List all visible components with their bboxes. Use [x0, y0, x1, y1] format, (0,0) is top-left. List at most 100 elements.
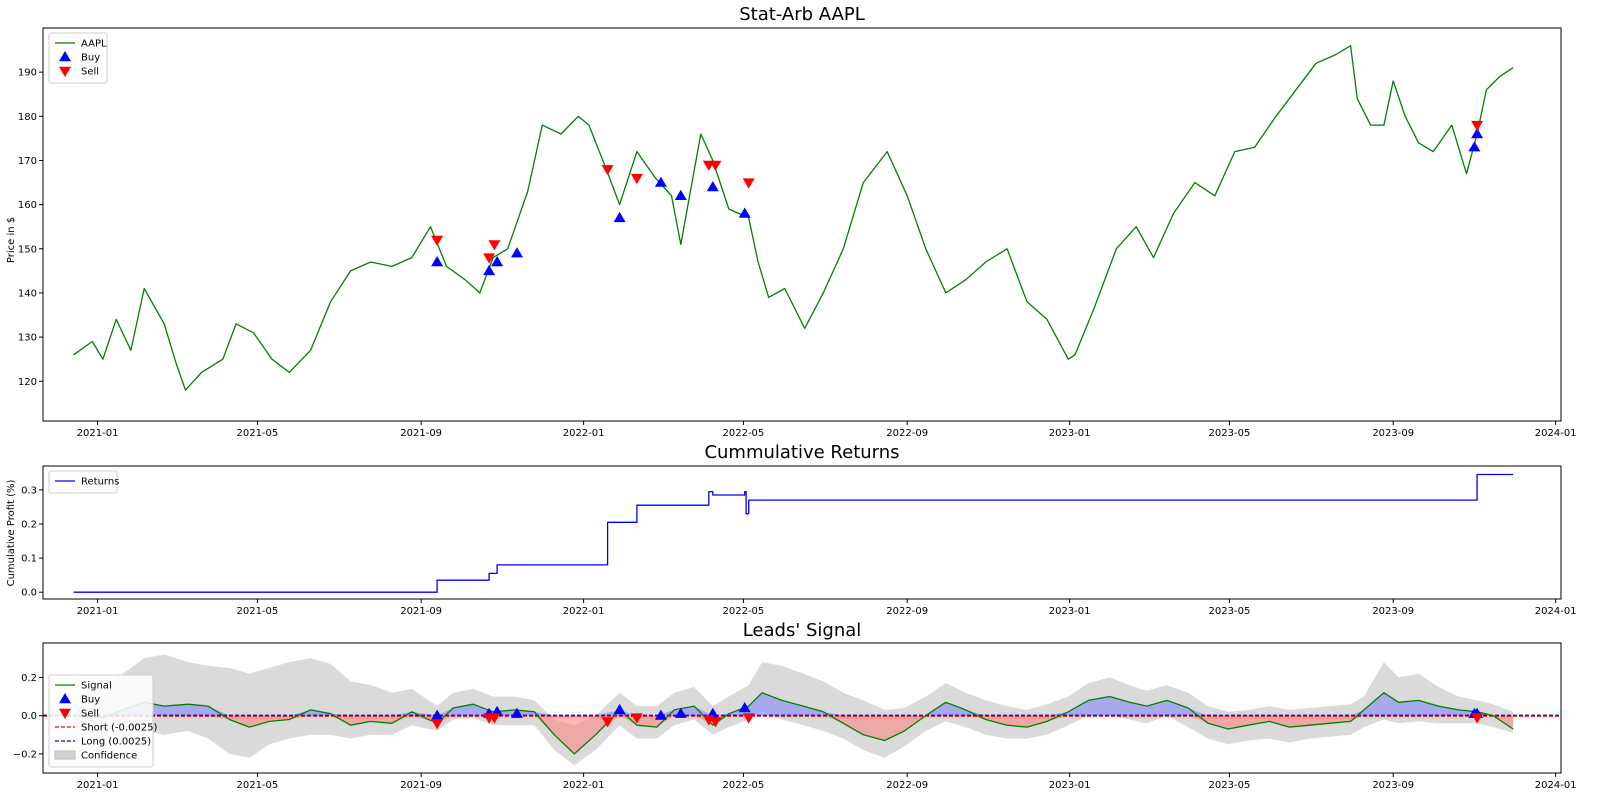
- y-tick-label: 150: [18, 244, 37, 255]
- price-legend: AAPL Buy Sell: [48, 32, 108, 84]
- y-tick-label: 140: [18, 288, 37, 299]
- x-tick-label: 2023-01: [1049, 780, 1091, 791]
- legend-box: [48, 674, 154, 768]
- x-tick-label: 2022-05: [723, 606, 765, 617]
- x-tick-label: 2021-01: [77, 780, 119, 791]
- legend-label: Long (0.0025): [81, 737, 151, 748]
- buy-marker: [1468, 141, 1481, 152]
- x-tick-label: 2023-09: [1372, 606, 1414, 617]
- y-tick-label: 0.1: [21, 554, 37, 565]
- y-tick-label: 0.3: [21, 485, 37, 496]
- sell-marker: [1471, 120, 1484, 132]
- x-tick-label: 2023-05: [1209, 780, 1251, 791]
- x-tick-label: 2022-05: [723, 780, 765, 791]
- sell-marker: [709, 160, 722, 171]
- signal-chart-title: Leads' Signal: [743, 620, 862, 641]
- sell-marker: [709, 717, 722, 728]
- x-tick-label: 2021-05: [236, 780, 278, 791]
- sell-marker: [601, 717, 614, 728]
- long-region-fill: [73, 692, 1514, 716]
- legend-label: Confidence: [81, 751, 137, 762]
- signal-axis-ticks: 2021-01 2021-05 2021-09 2022-01 2022-05 2022-…: [13, 673, 1577, 791]
- returns-series: [73, 473, 1514, 593]
- buy-marker: [431, 709, 444, 720]
- returns-y-axis-label-group: Cumulative Profit (%): [6, 479, 17, 586]
- buy-marker: [613, 211, 626, 223]
- legend-label: Sell: [81, 709, 99, 720]
- sell-marker: [630, 713, 643, 724]
- legend-marker-swatch: [59, 51, 71, 62]
- y-tick-label: 120: [18, 377, 37, 388]
- series-line-signal: [73, 692, 1514, 755]
- price-axis-ticks: 2021-01 2021-05 2021-09 2022-01 2022-05 2022-…: [18, 68, 1577, 439]
- price-y-axis-label: Price in $: [6, 217, 17, 263]
- buy-marker: [491, 256, 504, 267]
- legend-label: Returns: [81, 477, 119, 488]
- legend-label: Sell: [81, 67, 99, 78]
- legend-marker-swatch: [59, 66, 71, 77]
- y-tick-label: 130: [18, 333, 37, 344]
- sell-marker: [1471, 713, 1484, 724]
- returns-axis-ticks: 2021-01 2021-05 2021-09 2022-01 2022-05 2022-…: [21, 485, 1576, 617]
- x-tick-label: 2023-09: [1372, 428, 1414, 439]
- x-tick-label: 2022-01: [563, 780, 605, 791]
- sell-marker: [742, 178, 755, 189]
- x-tick-label: 2021-01: [77, 428, 119, 439]
- sell-marker: [483, 253, 496, 264]
- signal-legend: Signal Buy Sell Short (-0.0025) Long (0.0025…: [48, 674, 158, 768]
- x-tick-label: 2022-09: [886, 428, 928, 439]
- signal-series: [43, 654, 1561, 766]
- buy-marker: [674, 707, 687, 718]
- buy-marker: [511, 707, 523, 718]
- sell-marker: [630, 173, 643, 185]
- legend-label: Buy: [81, 53, 100, 64]
- sell-marker: [488, 240, 501, 251]
- buy-marker: [654, 709, 667, 720]
- series-line-returns: [73, 473, 1514, 593]
- legend-label: Short (-0.0025): [81, 723, 158, 734]
- x-tick-label: 2023-09: [1372, 780, 1414, 791]
- x-tick-label: 2022-01: [563, 428, 605, 439]
- y-tick-label: −0.2: [13, 749, 37, 760]
- legend-marker-swatch: [59, 708, 71, 719]
- sell-marker: [431, 719, 444, 730]
- returns-legend: Returns: [48, 470, 119, 494]
- buy-marker: [738, 702, 751, 713]
- x-tick-label: 2022-05: [723, 428, 765, 439]
- returns-chart-title: Cummulative Returns: [704, 442, 899, 463]
- buy-marker: [483, 264, 496, 276]
- y-tick-label: 0.0: [21, 711, 37, 722]
- y-tick-label: 170: [18, 156, 37, 167]
- x-tick-label: 2023-01: [1049, 606, 1091, 617]
- buy-marker: [706, 181, 719, 192]
- buy-marker: [613, 703, 626, 715]
- x-tick-label: 2022-09: [886, 780, 928, 791]
- legend-label: Signal: [81, 681, 112, 692]
- x-tick-label: 2021-05: [236, 428, 278, 439]
- returns-plot-frame: [42, 465, 1562, 600]
- sell-marker: [742, 713, 755, 724]
- signal-trade-markers: [431, 702, 1484, 730]
- price-y-axis-label-group: Price in $: [6, 217, 17, 263]
- buy-marker: [738, 207, 751, 218]
- sell-marker: [431, 235, 444, 246]
- y-tick-label: 0.0: [21, 588, 37, 599]
- legend-box: [48, 470, 118, 494]
- x-tick-label: 2024-01: [1535, 606, 1577, 617]
- x-tick-label: 2022-01: [563, 606, 605, 617]
- buy-marker: [511, 247, 523, 258]
- signal-plot-frame: [42, 642, 1562, 774]
- x-tick-label: 2021-01: [77, 606, 119, 617]
- price-series: [73, 45, 1514, 391]
- x-tick-label: 2024-01: [1535, 428, 1577, 439]
- returns-chart: Cummulative Returns Cumulative Profit (%…: [6, 442, 1577, 617]
- sell-marker: [488, 713, 501, 724]
- signal-chart: Leads' Signal 2021-01 2021-05 2021-09 2022-…: [13, 620, 1577, 791]
- y-tick-label: 190: [18, 68, 37, 79]
- x-tick-label: 2023-05: [1209, 428, 1251, 439]
- legend-label: Buy: [81, 695, 100, 706]
- price-plot-frame: [42, 27, 1562, 422]
- y-tick-label: 160: [18, 200, 37, 211]
- price-chart: Stat-Arb AAPL Price in $ 2021-01 2021-05 2…: [6, 4, 1577, 439]
